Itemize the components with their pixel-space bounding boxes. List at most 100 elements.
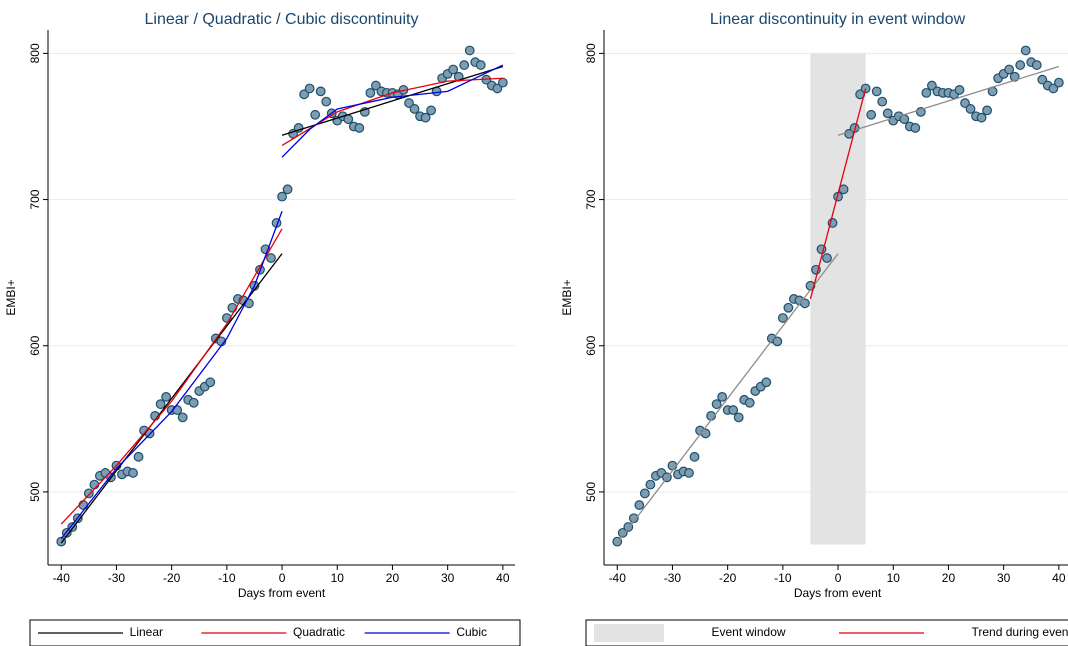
chart-title: Linear discontinuity in event window <box>710 11 966 28</box>
data-point <box>860 83 871 94</box>
x-tick-label: 20 <box>386 571 400 585</box>
data-point <box>1048 83 1059 94</box>
legend-label: Cubic <box>456 625 487 639</box>
data-point <box>772 336 783 347</box>
data-point <box>926 80 937 91</box>
data-point <box>822 253 832 263</box>
fit-line <box>60 211 283 540</box>
data-point <box>354 123 365 133</box>
x-tick-label: -40 <box>609 571 627 585</box>
y-tick-label: 600 <box>28 335 42 355</box>
y-tick-label: 700 <box>28 189 42 209</box>
data-point <box>689 451 700 462</box>
fit-line <box>60 253 283 544</box>
data-point <box>960 98 970 108</box>
data-point <box>628 513 639 524</box>
chart-title: Linear / Quadratic / Cubic discontinuity <box>145 11 419 28</box>
y-tick-label: 800 <box>28 43 42 63</box>
data-point <box>78 500 89 510</box>
fit-line <box>809 88 867 300</box>
x-axis-label: Days from event <box>238 586 326 600</box>
legend-box <box>585 619 1068 646</box>
data-point <box>133 451 144 462</box>
y-tick-label: 500 <box>28 482 42 502</box>
legend-label: Event window <box>712 625 786 639</box>
data-point <box>783 302 794 313</box>
x-tick-label: -30 <box>664 571 682 585</box>
x-tick-label: 30 <box>441 571 455 585</box>
x-tick-label: 20 <box>942 571 956 585</box>
fit-line <box>60 228 283 525</box>
data-point <box>459 60 470 70</box>
fit-line <box>281 64 504 158</box>
data-point <box>492 83 503 94</box>
x-tick-label: 40 <box>1052 571 1066 585</box>
data-point <box>475 60 486 70</box>
data-point <box>645 479 656 490</box>
data-point <box>83 488 94 499</box>
data-point <box>365 87 376 98</box>
data-point <box>982 105 992 116</box>
x-tick-label: 0 <box>835 571 842 585</box>
data-point <box>128 468 138 478</box>
data-point <box>728 405 739 415</box>
data-point <box>733 412 744 423</box>
data-point <box>1004 64 1015 75</box>
data-point <box>965 104 976 114</box>
data-point <box>617 527 628 538</box>
data-point <box>866 109 877 120</box>
data-point <box>921 87 932 98</box>
data-point <box>310 109 321 120</box>
legend-label: Quadratic <box>293 625 345 639</box>
y-tick-label: 500 <box>584 482 598 502</box>
data-point <box>497 77 508 88</box>
y-axis-label: EMBI+ <box>560 279 574 315</box>
data-point <box>976 112 987 123</box>
data-point <box>877 96 888 107</box>
x-tick-label: -10 <box>218 571 236 585</box>
data-point <box>634 500 645 510</box>
x-tick-label: 30 <box>997 571 1011 585</box>
x-tick-label: 0 <box>279 571 286 585</box>
y-tick-label: 800 <box>584 43 598 63</box>
data-point <box>667 460 678 471</box>
x-axis-label: Days from event <box>794 586 882 600</box>
x-tick-label: -10 <box>774 571 792 585</box>
data-point <box>89 479 100 490</box>
y-tick-label: 600 <box>584 335 598 355</box>
data-point <box>684 468 694 478</box>
data-point <box>954 85 965 95</box>
data-point <box>177 412 188 423</box>
data-point <box>426 105 436 116</box>
data-point <box>266 253 276 263</box>
data-point <box>711 399 722 410</box>
data-point <box>188 397 199 408</box>
x-tick-label: -30 <box>108 571 126 585</box>
x-tick-label: 40 <box>496 571 510 585</box>
data-point <box>315 86 326 97</box>
x-tick-label: -40 <box>53 571 71 585</box>
data-point <box>717 391 728 402</box>
data-point <box>409 104 420 114</box>
legend-swatch <box>594 624 664 642</box>
data-point <box>155 399 166 410</box>
x-tick-label: -20 <box>163 571 181 585</box>
data-point <box>744 397 755 408</box>
data-point <box>172 405 183 415</box>
data-point <box>1031 60 1042 70</box>
x-tick-label: 10 <box>331 571 345 585</box>
data-point <box>321 96 332 107</box>
data-point <box>304 83 315 94</box>
data-point <box>464 45 475 56</box>
data-point <box>282 184 293 195</box>
data-point <box>420 112 431 123</box>
data-point <box>1020 45 1031 56</box>
data-point <box>277 191 287 202</box>
fit-line <box>616 253 839 544</box>
data-point <box>1015 60 1026 70</box>
data-point <box>299 89 310 100</box>
event-window <box>810 53 866 545</box>
data-point <box>205 377 216 388</box>
panel: Linear / Quadratic / Cubic discontinuity… <box>4 11 521 646</box>
